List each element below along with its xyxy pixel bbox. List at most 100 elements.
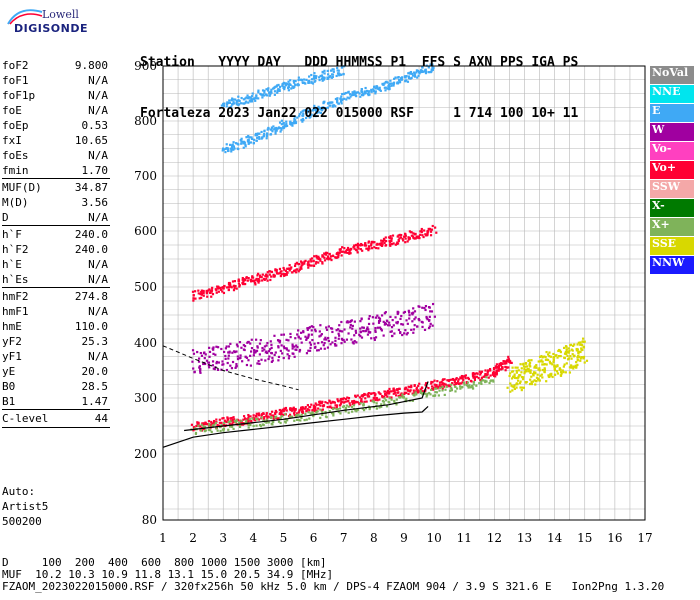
echo-point xyxy=(300,118,303,122)
echo-point xyxy=(394,76,397,79)
echo-point xyxy=(380,405,383,408)
echo-point xyxy=(316,349,319,352)
legend-item: W xyxy=(650,123,694,141)
echo-point xyxy=(512,386,515,389)
echo-point xyxy=(212,419,216,423)
echo-point xyxy=(386,81,389,84)
echo-point xyxy=(377,316,380,319)
echo-point xyxy=(310,257,314,260)
echo-point xyxy=(541,356,544,359)
plot-frame xyxy=(162,65,646,521)
echo-point xyxy=(270,410,274,413)
echo-point xyxy=(226,147,229,150)
echo-point xyxy=(387,391,390,395)
echo-point xyxy=(229,420,232,423)
echo-point xyxy=(266,351,269,355)
echo-point xyxy=(282,273,286,276)
echo-point xyxy=(524,365,527,368)
echo-point xyxy=(374,398,377,402)
echo-point xyxy=(374,87,377,90)
echo-point xyxy=(368,315,371,318)
echo-point xyxy=(361,326,364,329)
echo-point xyxy=(199,292,202,296)
echo-point xyxy=(240,137,243,140)
echo-point xyxy=(557,355,560,358)
echo-point xyxy=(233,350,236,353)
echo-point xyxy=(565,362,568,365)
echo-point xyxy=(282,345,286,348)
echo-point xyxy=(372,90,376,93)
echo-point xyxy=(392,84,395,87)
echo-point xyxy=(331,400,334,403)
echo-point xyxy=(234,142,238,145)
echo-point xyxy=(258,137,261,140)
auto-line2: Artist5 xyxy=(2,500,49,513)
echo-point xyxy=(417,384,420,388)
echo-point xyxy=(297,418,300,422)
x-tick-label: 2 xyxy=(189,531,197,545)
echo-point xyxy=(275,270,278,273)
echo-point xyxy=(226,101,229,104)
echo-point xyxy=(336,252,339,255)
parameter-panel: foF2 9.800 foF1 N/A foF1p N/A foE N/A foEp 0.53 fx… xyxy=(2,58,110,428)
echo-point xyxy=(415,386,418,389)
echo-point xyxy=(284,274,287,277)
echo-point xyxy=(222,423,226,426)
echo-point xyxy=(431,388,434,391)
echo-point xyxy=(398,80,402,84)
echo-point xyxy=(320,74,324,77)
echo-point xyxy=(337,328,340,331)
echo-point xyxy=(389,241,392,244)
echo-point xyxy=(241,278,244,281)
echo-point xyxy=(282,274,286,277)
echo-point xyxy=(428,227,432,231)
echo-point xyxy=(279,274,282,278)
echo-point xyxy=(491,379,495,382)
echo-point xyxy=(336,66,339,70)
echo-point xyxy=(191,290,195,293)
echo-point xyxy=(389,244,392,247)
echo-point xyxy=(318,76,321,79)
echo-point xyxy=(475,375,479,378)
echo-point xyxy=(264,359,267,362)
echo-point xyxy=(225,105,228,108)
echo-point xyxy=(415,69,419,72)
echo-point xyxy=(397,394,400,398)
echo-point xyxy=(284,272,288,276)
echo-point xyxy=(288,354,291,358)
echo-point xyxy=(279,130,282,133)
echo-point xyxy=(331,73,335,76)
x-tick-label: 3 xyxy=(219,531,227,545)
echo-point xyxy=(277,346,280,349)
echo-point xyxy=(429,393,432,396)
echo-point xyxy=(237,147,240,151)
echo-point xyxy=(556,364,559,367)
echo-point xyxy=(448,378,451,382)
header-labels: Station YYYY DAY DDD HHMMSS P1 FFS S AXN… xyxy=(140,55,579,70)
echo-point xyxy=(248,136,251,139)
echo-point xyxy=(399,331,402,335)
echo-point xyxy=(415,387,418,391)
echo-point xyxy=(322,255,325,258)
echo-point xyxy=(233,418,236,421)
echo-point xyxy=(412,331,415,334)
echo-point xyxy=(495,366,498,369)
echo-point xyxy=(393,77,396,80)
echo-point xyxy=(298,409,301,412)
echo-point xyxy=(293,264,297,268)
echo-point xyxy=(328,76,331,79)
echo-point xyxy=(384,89,387,92)
echo-point xyxy=(392,390,395,393)
echo-point xyxy=(222,291,226,295)
echo-point xyxy=(528,382,532,386)
echo-point xyxy=(278,339,282,342)
echo-point xyxy=(312,407,315,410)
echo-point xyxy=(421,234,424,237)
echo-point xyxy=(282,409,285,413)
param-value: 274.8 xyxy=(74,290,108,303)
echo-point xyxy=(343,247,346,250)
echo-point xyxy=(388,321,391,324)
echo-point xyxy=(317,261,320,264)
echo-point xyxy=(424,308,427,312)
echo-point xyxy=(213,423,216,426)
